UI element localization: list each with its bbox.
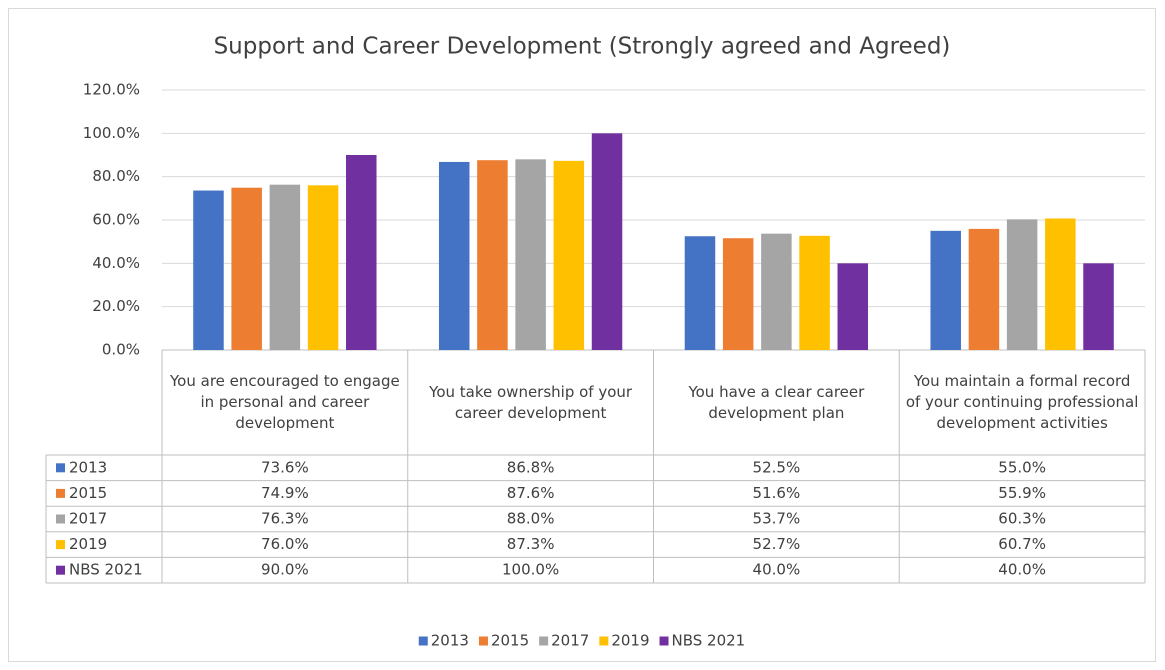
table-value: 87.3%: [507, 535, 555, 553]
table-value: 51.6%: [753, 484, 801, 502]
table-value: 60.3%: [998, 510, 1046, 528]
bar: [930, 230, 961, 350]
legend-label: 2019: [611, 632, 649, 650]
table-value: 100.0%: [502, 561, 559, 579]
bar: [515, 159, 546, 350]
x-tick-label-box: You are encouraged to engage in personal…: [170, 372, 400, 432]
legend-key: [599, 636, 609, 646]
table-series-name: 2019: [69, 535, 107, 553]
table-series-name: 2017: [69, 510, 107, 528]
legend-label: 2017: [551, 632, 589, 650]
bar: [269, 184, 301, 350]
bar: [684, 236, 716, 350]
bar: [799, 235, 830, 350]
y-tick-label: 60.0%: [92, 211, 140, 229]
legend-key: [56, 463, 65, 473]
bar: [1083, 263, 1114, 350]
table-value: 60.7%: [998, 535, 1046, 553]
legend-key: [56, 540, 65, 550]
x-tick-label: You maintain a formal record of your con…: [905, 372, 1139, 432]
legend: 2013 2015 2017 2019 NBS 2021: [418, 632, 746, 650]
legend-key: [56, 565, 65, 575]
bar: [1006, 219, 1038, 350]
table-value: 52.5%: [753, 458, 801, 476]
table-value: 76.0%: [261, 535, 309, 553]
legend-label: 2013: [431, 632, 469, 650]
y-tick-label: 40.0%: [92, 254, 140, 272]
y-tick-label: 0.0%: [102, 341, 140, 359]
table-series-name: 2015: [69, 484, 107, 502]
bar: [968, 228, 1000, 350]
table-value: 86.8%: [507, 458, 555, 476]
x-tick-label-box: You have a clear career development plan: [688, 382, 865, 422]
table-value: 88.0%: [507, 510, 555, 528]
bar: [307, 185, 339, 350]
bar: [231, 187, 262, 350]
bar: [477, 160, 508, 350]
y-tick-label: 120.0%: [83, 81, 140, 99]
bar: [591, 133, 623, 350]
table-value: 76.3%: [261, 510, 309, 528]
legend-key: [56, 488, 65, 498]
legend-key: [418, 636, 428, 646]
x-tick-label: You take ownership of your career develo…: [429, 382, 633, 422]
bar: [346, 155, 377, 350]
legend-key: [56, 514, 65, 524]
y-tick-label: 20.0%: [92, 297, 140, 315]
table-value: 52.7%: [753, 535, 801, 553]
legend-key: [539, 636, 549, 646]
bar: [761, 233, 792, 350]
table-value: 55.9%: [998, 484, 1046, 502]
y-tick-label: 80.0%: [92, 167, 140, 185]
legend-key: [478, 636, 488, 646]
table-value: 73.6%: [261, 458, 309, 476]
table-value: 90.0%: [261, 561, 309, 579]
x-tick-label: You have a clear career development plan: [688, 382, 865, 422]
table-value: 74.9%: [261, 484, 309, 502]
table-value: 40.0%: [998, 561, 1046, 579]
y-tick-label: 100.0%: [83, 124, 140, 142]
table-value: 40.0%: [753, 561, 801, 579]
legend-label: 2015: [491, 632, 529, 650]
bar: [553, 160, 585, 350]
x-tick-label-box: You maintain a formal record of your con…: [905, 372, 1139, 432]
bar: [1045, 218, 1076, 350]
legend-label: NBS 2021: [672, 632, 746, 650]
bar: [722, 238, 754, 350]
table-value: 87.6%: [507, 484, 555, 502]
x-tick-label: You are encouraged to engage in personal…: [170, 372, 400, 432]
table-series-name: NBS 2021: [69, 561, 143, 579]
bar: [193, 190, 224, 350]
bar: [438, 161, 470, 350]
bar: [837, 263, 869, 350]
x-tick-label-box: You take ownership of your career develo…: [429, 382, 633, 422]
chart-title: Support and Career Development (Strongly…: [214, 34, 951, 60]
table-value: 53.7%: [753, 510, 801, 528]
table-series-name: 2013: [69, 458, 107, 476]
legend-key: [659, 636, 669, 646]
table-value: 55.0%: [998, 458, 1046, 476]
